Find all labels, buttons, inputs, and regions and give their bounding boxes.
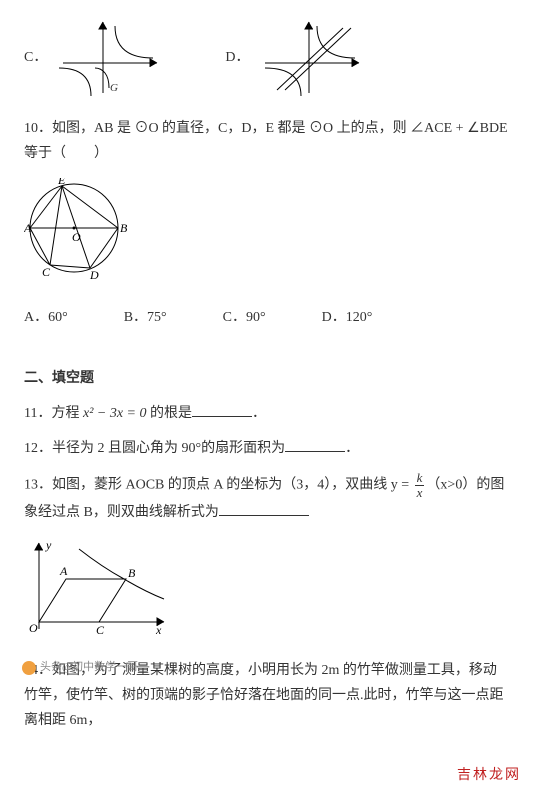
section-2-title: 二、填空题 bbox=[24, 366, 509, 391]
option-c-label: C． bbox=[24, 45, 47, 70]
q11-blank bbox=[192, 402, 252, 417]
q12-after: ． bbox=[345, 441, 359, 456]
svg-text:G: G bbox=[110, 82, 118, 94]
source-badge: 头条@初中数学一哥 bbox=[22, 658, 138, 678]
svg-text:E: E bbox=[57, 178, 66, 187]
svg-text:C: C bbox=[96, 623, 105, 637]
q12-prefix: 12．半径为 2 且圆心角为 90°的扇形面积为 bbox=[24, 441, 285, 456]
svg-text:C: C bbox=[42, 265, 51, 279]
q10-option-d: D．120° bbox=[322, 305, 373, 330]
q11-equation: x² − 3x = 0 bbox=[83, 406, 147, 421]
options-row-cd: C． G D． bbox=[24, 18, 509, 98]
graph-c: G bbox=[55, 18, 165, 98]
q13-frac: kx bbox=[415, 471, 425, 499]
svg-text:O: O bbox=[72, 230, 81, 244]
svg-text:O: O bbox=[29, 621, 38, 635]
q11-prefix: 11．方程 bbox=[24, 406, 83, 421]
option-d-label: D． bbox=[225, 45, 249, 70]
svg-text:B: B bbox=[128, 566, 136, 580]
graph-d bbox=[257, 18, 367, 98]
watermark: 吉林龙网 bbox=[457, 763, 521, 788]
q12: 12．半径为 2 且圆心角为 90°的扇形面积为 ． bbox=[24, 436, 509, 461]
q11-after: ． bbox=[252, 406, 266, 421]
svg-text:x: x bbox=[155, 623, 162, 637]
option-d: D． bbox=[225, 18, 367, 98]
source-text: 头条@初中数学一哥 bbox=[40, 661, 138, 673]
svg-text:D: D bbox=[89, 268, 99, 282]
q10-figure: A B E C D O bbox=[24, 178, 509, 292]
avatar-icon bbox=[22, 661, 36, 675]
q10-options: A．60° B．75° C．90° D．120° bbox=[24, 305, 509, 330]
q12-blank bbox=[285, 437, 345, 452]
q10-text: 10．如图，AB 是 ⊙O 的直径，C，D，E 都是 ⊙O 上的点，则 ∠ACE… bbox=[24, 116, 509, 166]
svg-text:y: y bbox=[45, 538, 52, 552]
svg-text:A: A bbox=[59, 564, 68, 578]
q10-option-b: B．75° bbox=[124, 305, 167, 330]
option-c: C． G bbox=[24, 18, 165, 98]
svg-text:B: B bbox=[120, 221, 128, 235]
q10-option-a: A．60° bbox=[24, 305, 68, 330]
q13-blank bbox=[219, 501, 309, 516]
q13-prefix: 13．如图，菱形 AOCB 的顶点 A 的坐标为（3，4），双曲线 y = bbox=[24, 478, 413, 493]
q13-figure: O A B C y x bbox=[24, 537, 509, 646]
q11: 11．方程 x² − 3x = 0 的根是 ． bbox=[24, 401, 509, 426]
q13: 13．如图，菱形 AOCB 的顶点 A 的坐标为（3，4），双曲线 y = kx… bbox=[24, 471, 509, 524]
svg-text:A: A bbox=[24, 221, 32, 235]
q11-suffix: 的根是 bbox=[147, 406, 193, 421]
q10-option-c: C．90° bbox=[223, 305, 266, 330]
